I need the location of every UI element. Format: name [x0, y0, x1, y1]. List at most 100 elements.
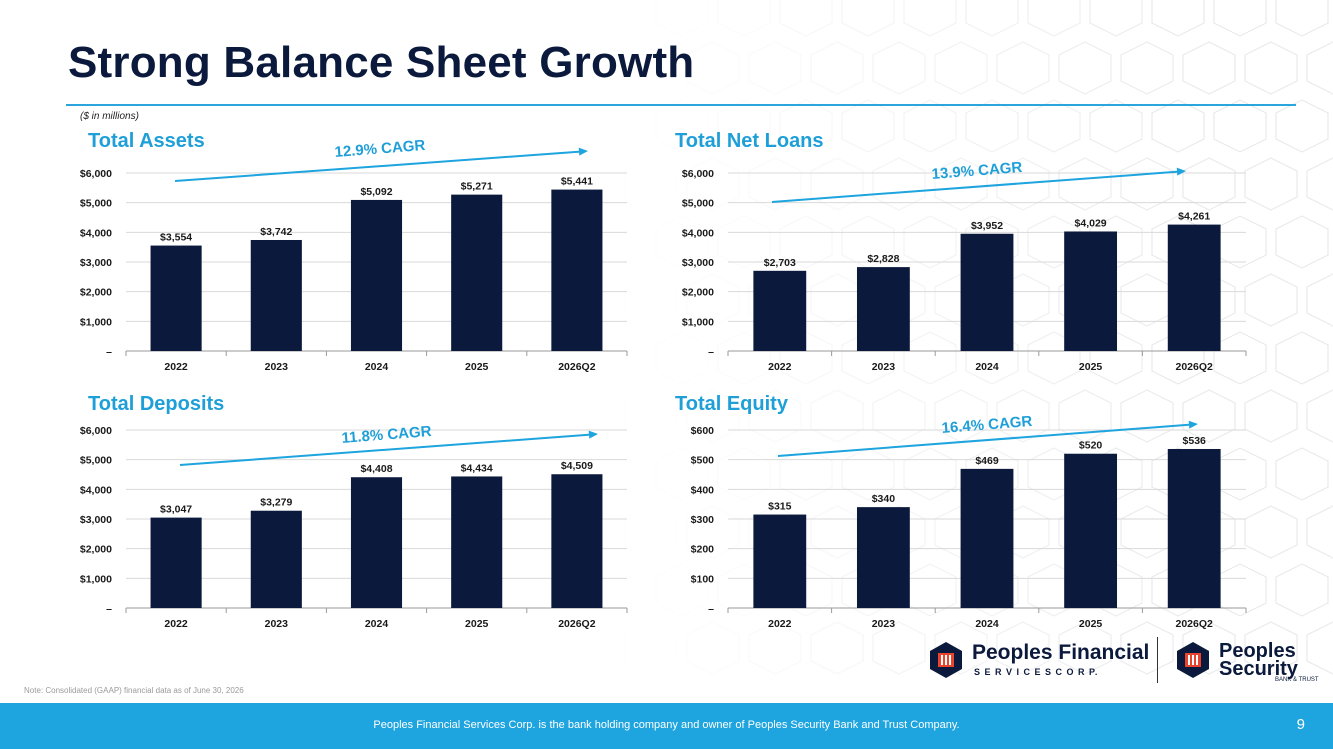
cagr-label: 16.4% CAGR: [941, 413, 1033, 437]
bg-hex: [1213, 0, 1267, 37]
bg-hex: [1120, 389, 1174, 443]
bar-value-label: $536: [1183, 435, 1207, 447]
bar: [150, 245, 202, 351]
y-tick-label: $6,000: [80, 168, 112, 180]
footnote: Note: Consolidated (GAAP) financial data…: [24, 686, 244, 695]
bar-value-label: $520: [1079, 440, 1103, 452]
y-tick-label: $5,000: [80, 198, 112, 210]
bg-hex: [996, 389, 1050, 443]
bg-hex: [1120, 157, 1174, 211]
y-tick-label: –: [708, 603, 714, 615]
bar-value-label: $4,509: [561, 460, 593, 472]
bg-hex: [1182, 41, 1236, 95]
bar-value-label: $5,441: [561, 176, 593, 188]
bar: [250, 510, 302, 608]
chart-title: Total Net Loans: [675, 130, 824, 152]
units-note: ($ in millions): [80, 111, 139, 122]
bar-value-label: $340: [872, 493, 896, 505]
bar: [960, 233, 1014, 351]
chart-title: Total Deposits: [88, 393, 224, 415]
x-tick-label: 2022: [768, 361, 792, 373]
bg-hex: [1027, 99, 1081, 153]
bar-value-label: $315: [768, 501, 792, 513]
bg-hex: [1244, 157, 1298, 211]
bg-hex: [1306, 41, 1333, 95]
logo-secondary-sub: BANK & TRUST: [1275, 677, 1319, 683]
bg-hex: [1275, 331, 1329, 385]
y-tick-label: $100: [691, 573, 715, 585]
bg-hex: [1306, 157, 1333, 211]
logo-secondary-name2: Security: [1219, 658, 1298, 680]
bg-hex: [841, 0, 895, 37]
y-tick-label: –: [708, 346, 714, 358]
bar: [551, 474, 603, 608]
bg-hex: [1213, 99, 1267, 153]
page-title: Strong Balance Sheet Growth: [68, 38, 695, 87]
y-tick-label: $4,000: [682, 227, 714, 239]
bar: [1167, 224, 1221, 351]
bar-value-label: $3,952: [971, 220, 1003, 232]
title-divider: [66, 104, 1296, 106]
bg-hex: [1058, 157, 1112, 211]
bg-hex: [903, 99, 957, 153]
bar-value-label: $469: [975, 455, 999, 467]
bar-value-label: $4,029: [1075, 217, 1107, 229]
bar: [856, 267, 910, 351]
bar: [1167, 448, 1221, 608]
bg-hex: [903, 215, 957, 269]
x-tick-label: 2024: [365, 618, 389, 630]
bar: [250, 239, 302, 351]
bg-hex: [1089, 0, 1143, 37]
bar: [960, 468, 1014, 608]
y-tick-label: $300: [691, 514, 715, 526]
bg-hex: [934, 621, 988, 675]
y-tick-label: –: [106, 346, 112, 358]
x-tick-label: 2024: [975, 618, 999, 630]
y-tick-label: $2,000: [80, 287, 112, 299]
bg-hex: [1244, 273, 1298, 327]
y-tick-label: $3,000: [80, 514, 112, 526]
y-tick-label: $5,000: [682, 198, 714, 210]
bg-hex: [1182, 621, 1236, 675]
y-tick-label: $1,000: [80, 316, 112, 328]
x-tick-label: 2023: [265, 361, 289, 373]
peoples-hex-icon: [930, 642, 962, 678]
bg-hex: [1306, 621, 1333, 675]
x-tick-label: 2026Q2: [558, 618, 596, 630]
x-tick-label: 2026Q2: [558, 361, 596, 373]
bar: [1064, 453, 1118, 608]
chart-total-equity: Total Equity – $100 $200 $300 $400 $500 $600 $31…: [675, 393, 1247, 630]
bg-hex: [1306, 273, 1333, 327]
footer-bar: Peoples Financial Services Corp. is the …: [0, 703, 1333, 749]
logo-secondary-name: Peoples: [1219, 640, 1296, 662]
x-tick-label: 2025: [1079, 618, 1103, 630]
x-tick-label: 2026Q2: [1176, 361, 1214, 373]
bg-hex: [934, 41, 988, 95]
x-tick-label: 2023: [872, 361, 896, 373]
bar-value-label: $4,261: [1178, 211, 1210, 223]
bg-hex: [996, 621, 1050, 675]
bg-hex: [1151, 99, 1205, 153]
y-tick-label: $4,000: [80, 484, 112, 496]
y-tick-label: $6,000: [682, 168, 714, 180]
bg-hex: [1275, 447, 1329, 501]
x-tick-label: 2025: [1079, 361, 1103, 373]
x-tick-label: 2023: [872, 618, 896, 630]
bar: [856, 507, 910, 608]
bar-value-label: $5,271: [461, 181, 493, 193]
x-tick-label: 2025: [465, 618, 489, 630]
bg-hex: [1182, 389, 1236, 443]
bg-hex: [1244, 389, 1298, 443]
bar-value-label: $3,554: [160, 232, 192, 244]
bg-hex: [1027, 215, 1081, 269]
bar-value-label: $4,408: [360, 463, 392, 475]
bar-value-label: $5,092: [360, 186, 392, 198]
y-tick-label: $6,000: [80, 425, 112, 437]
bar: [451, 194, 503, 351]
cagr-arrow-head: [1188, 420, 1198, 429]
bg-hex: [965, 0, 1019, 37]
chart-title: Total Assets: [88, 130, 205, 152]
y-tick-label: $4,000: [80, 227, 112, 239]
cagr-label: 13.9% CAGR: [931, 159, 1023, 183]
bg-hex: [965, 99, 1019, 153]
